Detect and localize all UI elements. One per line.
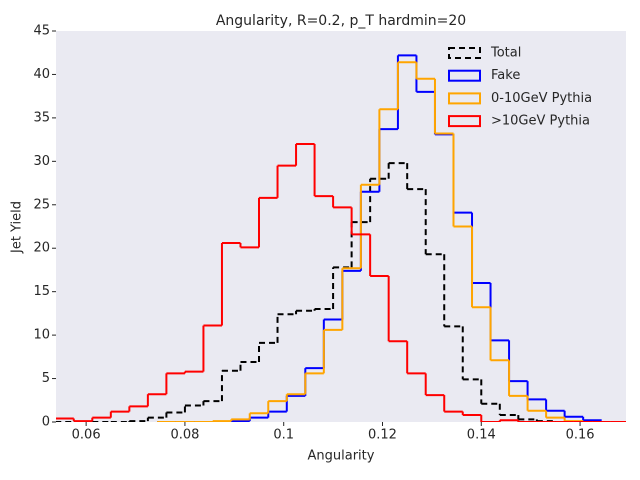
chart-title: Angularity, R=0.2, p_T hardmin=20	[216, 13, 466, 29]
x-tick-label: 0.16	[566, 428, 595, 443]
legend-label: >10GeV Pythia	[491, 114, 590, 129]
legend: Total Fake 0-10GeV Pythia >10GeV Pythia	[448, 46, 592, 129]
legend-label: 0-10GeV Pythia	[491, 91, 592, 106]
legend-swatch	[448, 69, 481, 82]
x-tick-label: 0.06	[72, 428, 101, 443]
y-tick-label: 15	[33, 284, 50, 299]
y-tick-label: 20	[33, 241, 50, 256]
x-axis-label: Angularity	[308, 449, 375, 464]
x-tick-label: 0.12	[368, 428, 397, 443]
x-tick-label: 0.14	[467, 428, 496, 443]
legend-swatch	[448, 47, 481, 59]
legend-label: Total	[490, 46, 521, 61]
legend-label: Fake	[491, 68, 520, 83]
y-tick-label: 35	[33, 110, 50, 125]
x-tick-label: 0.08	[170, 428, 199, 443]
y-axis-label: Jet Yield	[10, 201, 25, 254]
y-tick-label: 5	[42, 371, 50, 386]
y-tick-label: 40	[33, 67, 50, 82]
y-tick-label: 25	[33, 197, 50, 212]
y-tick-label: 45	[33, 24, 50, 39]
y-tick-label: 0	[42, 415, 50, 430]
x-tick-label: 0.1	[273, 428, 294, 443]
plot-area	[56, 31, 626, 422]
y-tick-label: 10	[33, 328, 50, 343]
plot-marks	[56, 54, 626, 422]
y-tick-label: 30	[33, 154, 50, 169]
legend-swatch	[448, 115, 481, 128]
legend-swatch	[448, 92, 481, 105]
